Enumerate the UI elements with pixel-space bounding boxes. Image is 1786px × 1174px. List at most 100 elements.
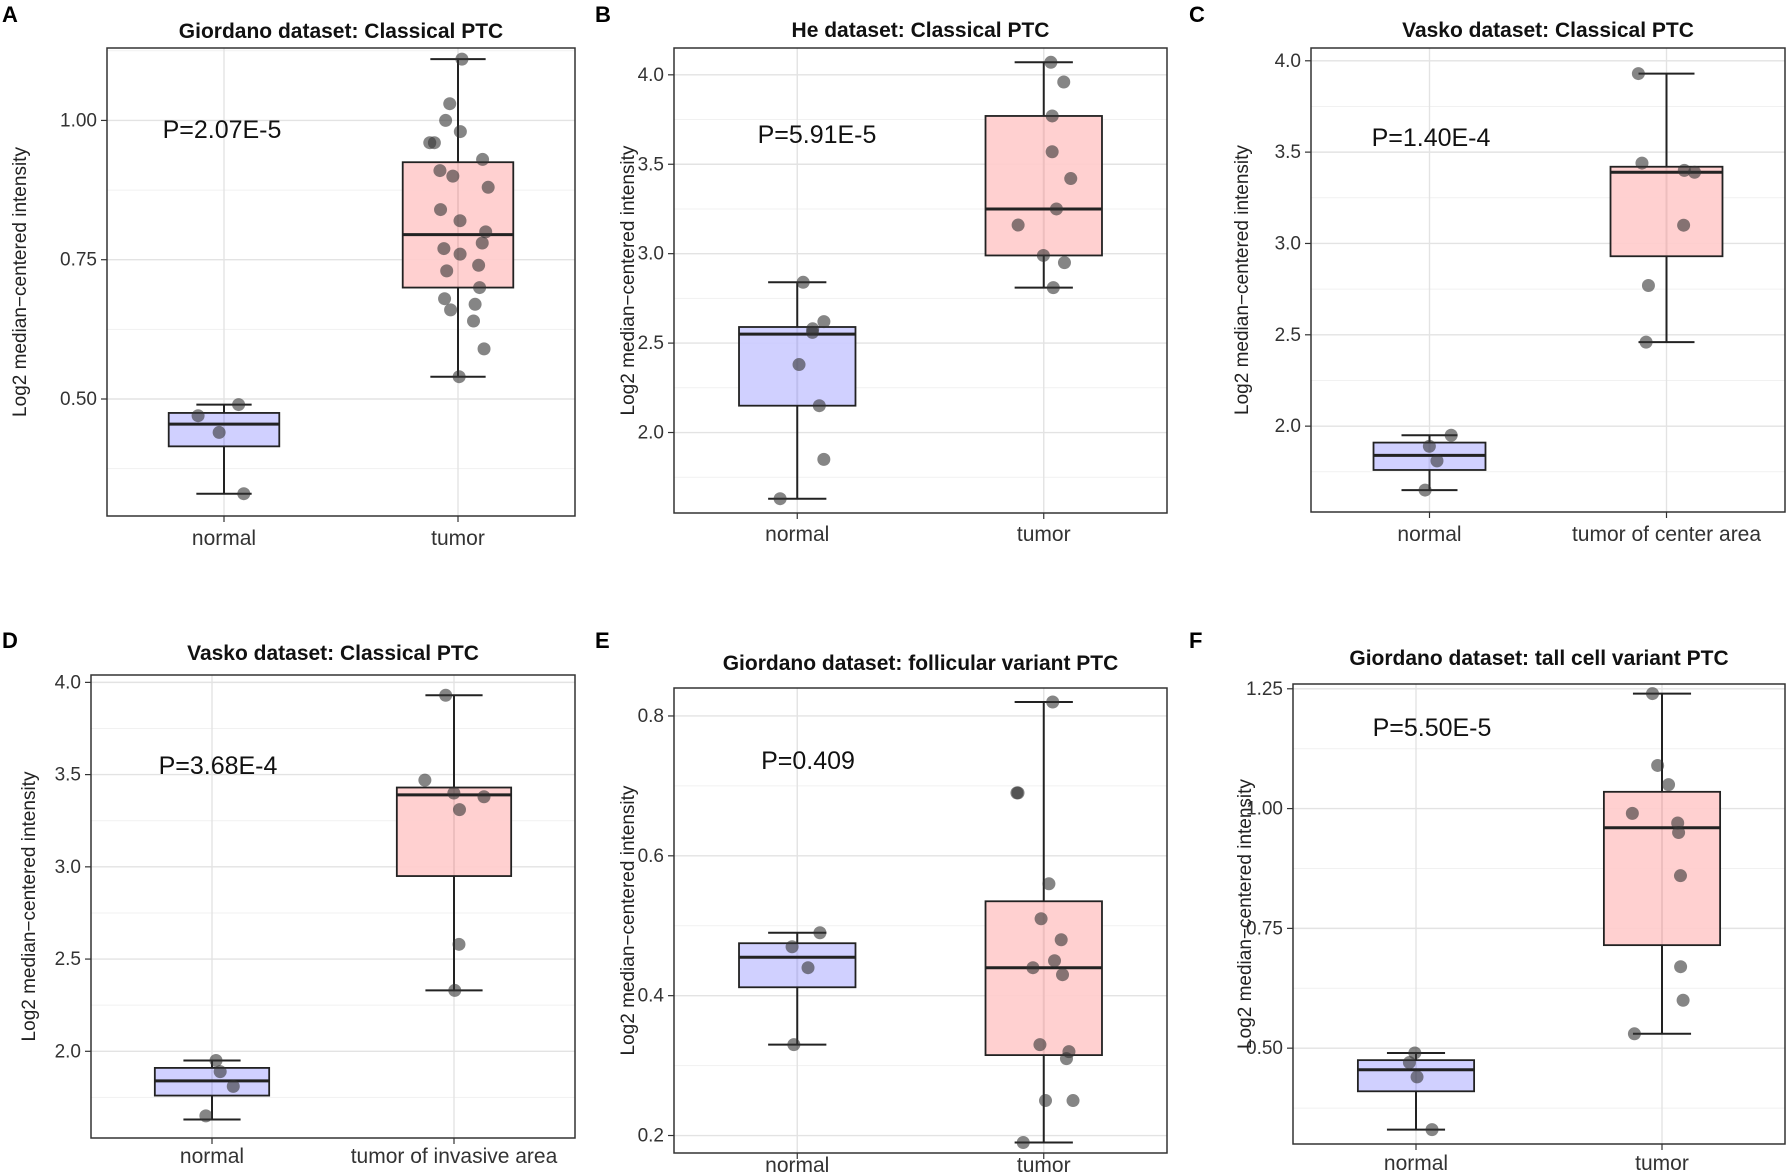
data-point xyxy=(1045,145,1059,159)
data-point xyxy=(477,342,491,356)
panel-D: D Vasko dataset: Classical PTC 2.0 2.5 3.0 3.… xyxy=(2,628,576,1168)
data-point xyxy=(1042,877,1056,891)
data-point xyxy=(1425,1123,1439,1137)
y-tick-label: 3.5 xyxy=(1275,142,1301,163)
y-tick-label: 1.00 xyxy=(60,110,97,131)
box-normal xyxy=(1372,428,1487,497)
plot-border xyxy=(673,687,1168,1154)
data-point xyxy=(439,113,453,127)
data-point xyxy=(213,1065,227,1079)
data-point xyxy=(1064,172,1078,186)
chart-title: Giordano dataset: follicular variant PTC xyxy=(723,652,1119,675)
data-point xyxy=(792,358,806,372)
y-tick-label: 3.0 xyxy=(55,857,81,878)
data-point xyxy=(1057,75,1071,89)
y-tick-label: 0.4 xyxy=(638,986,665,1007)
data-point xyxy=(1631,67,1645,81)
data-point xyxy=(1639,335,1653,349)
y-tick-label: 0.75 xyxy=(1246,918,1283,939)
y-tick-label: 4.0 xyxy=(55,672,81,693)
y-tick-label: 0.50 xyxy=(1246,1038,1283,1059)
data-point xyxy=(444,303,458,317)
panel-letter: A xyxy=(2,2,18,27)
panel-E: E Giordano dataset: follicular variant PT… xyxy=(595,628,1168,1174)
data-point xyxy=(1625,806,1639,820)
chart-title: Giordano dataset: tall cell variant PTC xyxy=(1349,647,1728,670)
data-point xyxy=(813,926,827,940)
y-tick-label: 1.00 xyxy=(1246,799,1283,820)
data-point xyxy=(1036,248,1050,262)
y-tick-label: 2.5 xyxy=(1275,325,1301,346)
data-point xyxy=(434,203,448,217)
data-point xyxy=(476,152,490,166)
panel-letter: D xyxy=(2,628,18,653)
p-value-annotation: P=1.40E-4 xyxy=(1372,124,1491,152)
data-point xyxy=(1627,1027,1641,1041)
y-tick-label: 0.2 xyxy=(638,1126,664,1147)
x-tick-label: normal xyxy=(192,527,256,550)
data-point xyxy=(212,425,226,439)
data-point xyxy=(801,961,815,975)
data-point xyxy=(817,452,831,466)
data-point xyxy=(446,169,460,183)
y-tick-label: 3.0 xyxy=(1275,233,1301,254)
data-point xyxy=(1033,1038,1047,1052)
data-point xyxy=(1422,439,1436,453)
data-point xyxy=(473,281,487,295)
data-point xyxy=(785,940,799,954)
data-point xyxy=(1444,428,1458,442)
y-tick-label: 3.0 xyxy=(638,244,664,265)
panel-letter: B xyxy=(595,2,611,27)
box-iqr xyxy=(738,326,857,407)
data-point xyxy=(1039,1094,1053,1108)
x-tick-label: normal xyxy=(1384,1152,1448,1174)
data-point xyxy=(453,214,467,228)
y-tick-label: 3.5 xyxy=(55,765,81,786)
data-point xyxy=(199,1109,213,1123)
y-tick-label: 2.0 xyxy=(638,423,664,444)
chart-title: He dataset: Classical PTC xyxy=(792,19,1050,42)
y-tick-label: 2.0 xyxy=(55,1041,81,1062)
data-point xyxy=(481,180,495,194)
data-point xyxy=(1034,912,1048,926)
x-tick-label: normal xyxy=(1397,523,1461,546)
y-tick-label: 1.25 xyxy=(1246,679,1283,700)
x-tick-label: tumor xyxy=(1635,1152,1689,1174)
panel-letter: F xyxy=(1189,628,1202,653)
plot-border xyxy=(90,674,576,1139)
panel-letter: E xyxy=(595,628,610,653)
data-point xyxy=(1677,218,1691,232)
data-point xyxy=(433,164,447,178)
data-point xyxy=(237,487,251,501)
data-point xyxy=(1688,165,1702,179)
data-point xyxy=(1662,778,1676,792)
data-point xyxy=(1011,218,1025,232)
data-point xyxy=(468,297,482,311)
plot-border xyxy=(1292,683,1786,1145)
y-axis-label: Log2 median−centered intensity xyxy=(10,147,31,417)
y-axis-label: Log2 median−centered intensity xyxy=(618,785,639,1055)
data-point xyxy=(1671,816,1685,830)
y-tick-label: 0.50 xyxy=(60,389,97,410)
data-point xyxy=(448,983,462,997)
y-tick-label: 0.8 xyxy=(638,706,664,727)
panel-letter: C xyxy=(1189,2,1205,27)
box-iqr xyxy=(984,900,1103,1057)
data-point xyxy=(455,52,469,66)
data-point xyxy=(453,247,467,261)
data-point xyxy=(796,275,810,289)
y-axis-label: Log2 median−centered intensity xyxy=(1235,779,1256,1049)
data-point xyxy=(437,242,451,256)
data-point xyxy=(423,136,437,150)
y-axis-label: Log2 median−centered intensity xyxy=(1232,145,1253,415)
box-normal xyxy=(738,275,857,506)
p-value-annotation: P=0.409 xyxy=(761,747,855,775)
panel-A: A Giordano dataset: Classical PTC 0.50 0.75… xyxy=(2,2,576,550)
data-point xyxy=(226,1079,240,1093)
data-point xyxy=(1410,1070,1424,1084)
x-tick-label: normal xyxy=(765,1154,829,1174)
x-tick-label: normal xyxy=(180,1145,244,1168)
plot-area xyxy=(91,675,575,1138)
data-point xyxy=(1635,156,1649,170)
data-point xyxy=(443,97,457,111)
